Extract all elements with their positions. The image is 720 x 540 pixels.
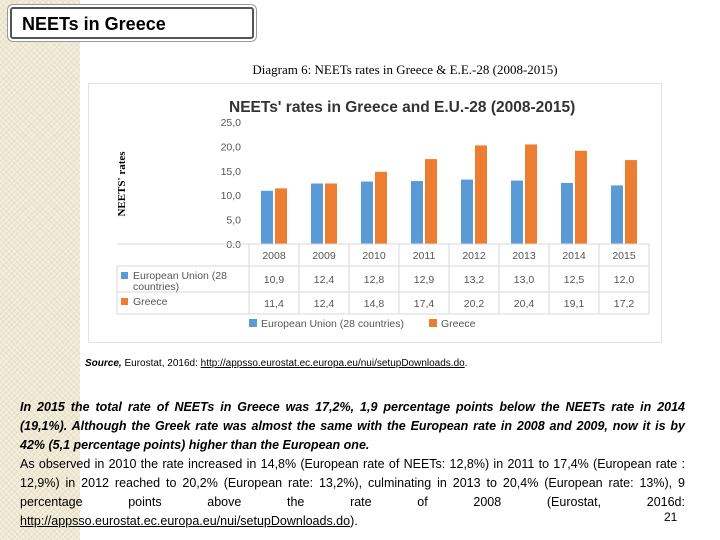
chart-panel: NEETs' rates in Greece and E.U.-28 (2008… [88, 83, 662, 343]
y-tick-label: 25,0 [221, 117, 242, 129]
source-link[interactable]: http://appsso.eurostat.ec.europa.eu/nui/… [200, 358, 465, 369]
legend-label: European Union (28 countries) [261, 318, 404, 330]
legend-key-greece [429, 319, 437, 327]
slide-title: NEETs in Greece [22, 14, 166, 34]
data-label: 12,4 [314, 298, 335, 310]
legend-key-eu [249, 319, 257, 327]
data-label: 12,9 [414, 274, 435, 286]
data-label: 12,8 [364, 274, 385, 286]
bar-greece-2008 [275, 188, 287, 244]
x-tick-label: 2012 [462, 250, 486, 262]
y-tick-label: 15,0 [221, 166, 242, 178]
bar-greece-2014 [575, 150, 587, 244]
source-label: Source, [85, 358, 122, 369]
bar-eu-2013 [511, 180, 523, 244]
bar-greece-2015 [625, 160, 637, 244]
source-end: . [464, 358, 468, 369]
y-tick-label: 0.0 [226, 239, 241, 251]
x-tick-label: 2011 [413, 250, 436, 262]
body-text: In 2015 the total rate of NEETs in Greec… [20, 398, 685, 531]
x-tick-label: 2014 [562, 250, 586, 262]
source-text: Eurostat, 2016d: [121, 358, 201, 369]
x-tick-label: 2015 [612, 250, 636, 262]
x-tick-label: 2009 [312, 250, 336, 262]
source-line: Source, Eurostat, 2016d: http://appsso.e… [85, 358, 468, 369]
paragraph-detail: As observed in 2010 the rate increased i… [20, 457, 685, 509]
bar-eu-2014 [561, 183, 573, 244]
slide-title-box: NEETs in Greece [10, 7, 254, 39]
data-label: 13,0 [514, 274, 535, 286]
data-label: 11,4 [264, 298, 284, 310]
bar-eu-2008 [261, 190, 273, 244]
chart-title: NEETs' rates in Greece and E.U.-28 (2008… [229, 99, 575, 116]
decorative-side-strip [0, 0, 80, 540]
data-label: 13,2 [464, 274, 485, 286]
bar-greece-2011 [425, 159, 437, 244]
bar-eu-2011 [411, 181, 423, 244]
paragraph-detail-end: ). [350, 514, 358, 528]
paragraph-summary: In 2015 the total rate of NEETs in Greec… [20, 400, 685, 452]
page-number: 21 [664, 510, 678, 524]
x-tick-label: 2010 [362, 250, 386, 262]
diagram-caption: Diagram 6: NEETs rates in Greece & E.E.-… [252, 62, 558, 77]
bar-eu-2009 [311, 183, 323, 244]
data-label: 17,2 [614, 298, 635, 310]
data-label: 19,1 [564, 298, 585, 310]
y-tick-label: 20,0 [221, 141, 242, 153]
bar-greece-2013 [525, 144, 537, 244]
data-label: 17,4 [414, 298, 435, 310]
legend-label: Greece [441, 318, 476, 330]
y-tick-label: 10,0 [221, 190, 242, 202]
bar-chart: NEETs' rates in Greece and E.U.-28 (2008… [116, 99, 650, 330]
table-row-label: European Union (28 [133, 270, 227, 282]
data-label: 20,2 [464, 298, 485, 310]
y-axis-label: NEETS' rates [116, 151, 128, 217]
data-label: 20,4 [514, 298, 535, 310]
x-tick-label: 2013 [512, 250, 536, 262]
bar-eu-2015 [611, 185, 623, 244]
data-label: 12,4 [314, 274, 335, 286]
data-label: 10,9 [264, 274, 285, 286]
table-legend-key-greece [121, 298, 128, 305]
bar-eu-2012 [461, 179, 473, 244]
table-row-label: countries) [133, 281, 179, 293]
bar-greece-2010 [375, 171, 387, 244]
bar-greece-2012 [475, 145, 487, 244]
data-label: 12,0 [614, 274, 635, 286]
data-label: 12,5 [564, 274, 585, 286]
detail-source-link[interactable]: http://appsso.eurostat.ec.europa.eu/nui/… [20, 514, 351, 528]
table-legend-key-eu [121, 272, 128, 279]
table-row-label: Greece [133, 296, 168, 308]
bar-greece-2009 [325, 183, 337, 244]
x-tick-label: 2008 [262, 250, 286, 262]
data-label: 14,8 [364, 298, 385, 310]
y-tick-label: 5,0 [226, 215, 241, 227]
bar-eu-2010 [361, 181, 373, 244]
